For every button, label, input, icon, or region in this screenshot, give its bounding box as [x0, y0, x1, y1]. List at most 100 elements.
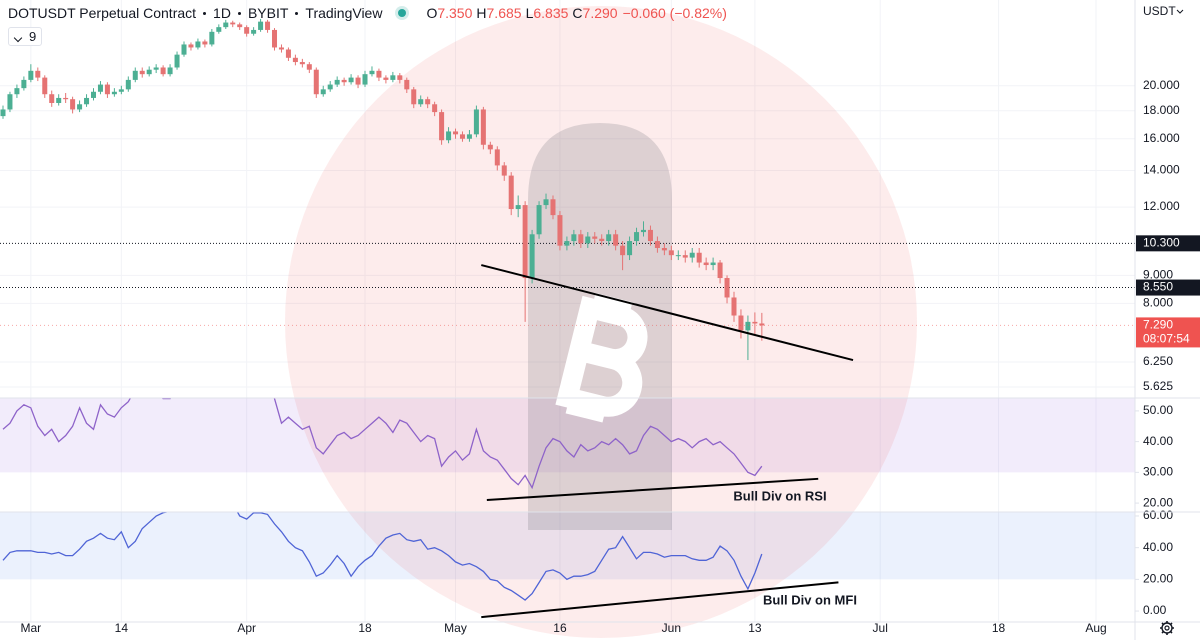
candle-body [348, 77, 354, 83]
candle-body [536, 205, 542, 235]
currency-label[interactable]: USDT [1143, 4, 1176, 18]
candle-body [606, 234, 612, 242]
trendline-label: Bull Div on RSI [733, 488, 826, 503]
candle-body [278, 47, 284, 50]
ohlc-value: 6.835 [533, 5, 569, 21]
candle-body [627, 241, 633, 256]
last-price-box [1136, 317, 1200, 348]
price-pane [0, 18, 1135, 361]
candle-body [613, 234, 619, 246]
mfi-line-group [2, 512, 763, 601]
candle-body [118, 89, 124, 92]
chart-legend: DOTUSDT Perpetual Contract 1D BYBIT Trad… [8, 5, 727, 21]
candle-body [104, 84, 110, 95]
y-tick-label: 8.000 [1143, 296, 1173, 310]
candle-body [125, 79, 131, 90]
candle-body [90, 91, 97, 98]
y-tick-label: 60.00 [1143, 508, 1173, 522]
candle-body [77, 104, 83, 110]
candle-body [515, 205, 521, 210]
rsi-line [2, 398, 763, 490]
candle-body [459, 134, 465, 139]
candle-body [216, 27, 222, 32]
candle-body [230, 22, 236, 25]
trendline-label: Bull Div on MFI [763, 592, 857, 607]
currency-chevron[interactable] [1176, 9, 1184, 14]
candle-body [320, 89, 326, 95]
candle-body [111, 91, 117, 95]
candle-body [522, 205, 528, 279]
candle-body [696, 252, 702, 263]
trendline [481, 581, 839, 619]
candle-body [28, 70, 34, 80]
price-line-label: 10.300 [1143, 236, 1180, 250]
candle-body [466, 134, 472, 139]
plot-layer: Mar 14 Apr 18 May 16 Jun 13 Jul 18 Aug 20.000 18.000… [0, 18, 1200, 635]
price-line-box [1136, 279, 1200, 296]
watermark-circle [285, 6, 917, 638]
candle-body [661, 247, 667, 251]
candle-body [153, 67, 159, 70]
candle-body [383, 77, 389, 80]
trendline [481, 264, 854, 362]
y-tick-label: 0.00 [1143, 603, 1167, 617]
candle-body [35, 70, 41, 78]
candle-body [244, 27, 250, 34]
x-tick-label: 18 [992, 621, 1006, 635]
candle-body [487, 144, 493, 150]
candle-body [640, 229, 646, 233]
settings-icon[interactable] [1160, 621, 1174, 635]
y-tick-label: 40.00 [1143, 540, 1173, 554]
candle-body [404, 79, 410, 90]
candle-body [7, 94, 13, 110]
candle-body [132, 70, 138, 80]
candle-body [265, 21, 271, 30]
x-tick-label: 13 [748, 621, 762, 635]
x-tick-label: Mar [21, 621, 42, 635]
candle-body [63, 97, 69, 100]
candle-body [446, 131, 452, 141]
ohlc-key: L [525, 5, 534, 21]
candle-body [84, 97, 90, 105]
y-tick-label: 16.000 [1143, 131, 1180, 145]
candle-body [188, 44, 194, 48]
candle-body [306, 64, 312, 70]
watermark-bitcoin [555, 293, 648, 423]
symbol[interactable]: DOTUSDT Perpetual Contract [8, 5, 197, 21]
candle-body [745, 321, 751, 331]
candle-body [411, 89, 417, 105]
candle-body [146, 69, 152, 75]
candle-body [56, 97, 62, 103]
candle-body [647, 229, 653, 242]
candle-body [668, 250, 674, 256]
indicators-toggle[interactable]: 9 [8, 27, 43, 46]
candle-body [299, 62, 305, 65]
ohlc-key: O [426, 5, 438, 21]
candle-body [578, 234, 584, 244]
interval[interactable]: 1D [213, 5, 231, 21]
last-price-label: 7.290 [1143, 318, 1173, 332]
indicator-band [0, 512, 1135, 580]
candle-body [473, 109, 479, 135]
x-tick-label: 14 [115, 621, 129, 635]
candle-body [49, 94, 55, 103]
mfi-line [2, 512, 763, 601]
x-tick-label: Jul [873, 621, 888, 635]
candle-body [167, 67, 173, 75]
candle-body [689, 252, 695, 258]
candle-body [376, 70, 382, 78]
candle-body [620, 245, 626, 256]
y-tick-label: 9.000 [1143, 268, 1173, 282]
indicator-count: 9 [29, 29, 37, 44]
candle-body [209, 31, 215, 45]
candle-body [195, 41, 201, 48]
candle-body [174, 54, 180, 68]
candle-body [313, 69, 319, 95]
x-tick-label: 16 [553, 621, 567, 635]
y-tick-label: 20.00 [1143, 572, 1173, 586]
source: TradingView [305, 5, 383, 21]
candle-body [418, 99, 424, 105]
candle-body [237, 24, 243, 28]
candle-body [139, 70, 145, 75]
